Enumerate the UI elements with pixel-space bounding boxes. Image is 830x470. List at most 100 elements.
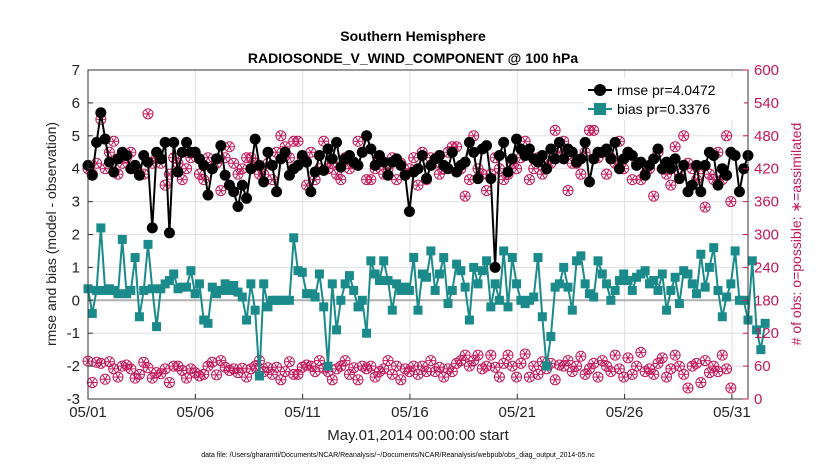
bias-point <box>499 246 509 256</box>
obs-count-lower-assimilated <box>499 359 509 368</box>
rmse-point <box>712 179 724 191</box>
rmse-point <box>626 150 638 162</box>
rmse-point <box>331 136 343 148</box>
asterisk-stroke <box>672 350 678 360</box>
rmse-point <box>566 146 578 158</box>
asterisk-stroke <box>179 366 185 375</box>
asterisk-stroke <box>239 364 245 373</box>
bias-point <box>254 371 264 381</box>
bias-point <box>392 279 402 289</box>
bias-point <box>92 285 102 295</box>
obs-count-lower-possible <box>181 372 193 384</box>
asterisk-stroke <box>612 159 618 168</box>
bias-point <box>722 292 732 302</box>
obs-count-lower-possible <box>185 363 197 375</box>
asterisk-stroke <box>368 361 374 371</box>
y-axis-label: rmse and bias (model - observation) <box>43 122 59 346</box>
asterisk-stroke <box>89 378 95 387</box>
rmse-point <box>489 261 501 273</box>
obs-count-lower-assimilated <box>709 361 719 371</box>
asterisk-stroke <box>638 348 644 357</box>
rmse-point <box>382 169 394 181</box>
obs-count-upper-assimilated <box>434 170 444 179</box>
rmse-point <box>579 136 591 148</box>
obs-count-lower-possible <box>682 382 694 394</box>
bias-point <box>666 285 676 295</box>
obs-count-lower-possible <box>133 368 145 380</box>
obs-count-lower-assimilated <box>422 367 432 376</box>
asterisk-stroke <box>231 159 237 168</box>
asterisk-stroke <box>552 126 558 135</box>
obs-count-upper-possible <box>648 190 660 202</box>
bias-series <box>83 223 770 381</box>
y-tick-label: -3 <box>67 391 80 408</box>
bias-point <box>224 285 234 295</box>
y-right-tick-label: 540 <box>754 95 779 112</box>
asterisk-stroke <box>406 367 413 376</box>
obs-count-lower-assimilated <box>160 364 170 373</box>
obs-count-lower-assimilated <box>623 353 633 363</box>
obs-count-lower-assimilated <box>679 370 689 379</box>
obs-count-lower-assimilated <box>370 372 380 382</box>
bias-point <box>490 279 500 289</box>
obs-count-lower-assimilated <box>490 363 500 372</box>
asterisk-stroke <box>501 175 507 184</box>
bias-point <box>610 285 620 295</box>
bias-point <box>246 279 256 289</box>
obs-count-upper-assimilated <box>520 137 530 146</box>
obs-count-lower-assimilated <box>284 357 294 366</box>
y-tick-label: -1 <box>67 325 80 342</box>
legend-bias-label: bias pr=0.3376 <box>617 101 710 117</box>
y-right-tick-label: 120 <box>754 325 779 342</box>
obs-count-lower-assimilated <box>666 364 676 373</box>
obs-count-lower-assimilated <box>426 356 436 365</box>
rmse-point <box>99 133 111 145</box>
rmse-point <box>271 186 283 198</box>
asterisk-stroke <box>561 361 567 371</box>
bias-point <box>126 285 136 295</box>
asterisk-stroke <box>449 367 455 376</box>
rmse-point <box>172 166 184 178</box>
asterisk-stroke <box>608 367 614 376</box>
obs-count-lower-possible <box>635 346 647 358</box>
obs-count-upper-assimilated <box>336 175 346 184</box>
rmse-point <box>305 186 317 198</box>
obs-count-upper-possible <box>365 174 377 186</box>
obs-count-lower-assimilated <box>409 361 419 371</box>
rmse-point <box>416 150 428 162</box>
obs-count-lower-possible <box>618 371 630 383</box>
obs-count-lower-assimilated <box>482 361 492 371</box>
obs-count-lower-assimilated <box>456 356 466 365</box>
obs-count-lower-assimilated <box>464 361 474 371</box>
asterisk-stroke <box>625 353 631 363</box>
rmse-point <box>322 143 334 155</box>
bias-point <box>366 256 376 266</box>
rmse-point <box>215 140 227 152</box>
rmse-point <box>669 153 681 165</box>
asterisk-stroke <box>603 170 610 179</box>
asterisk-stroke <box>145 363 151 372</box>
rmse-point <box>266 159 278 171</box>
asterisk-stroke <box>102 375 108 384</box>
obs-count-upper-assimilated <box>722 131 732 140</box>
rmse-point <box>583 176 595 188</box>
bias-point <box>456 266 466 276</box>
bias-point <box>473 279 483 289</box>
asterisk-stroke <box>145 109 151 119</box>
obs-count-lower-possible <box>172 360 184 372</box>
bias-point <box>653 285 663 295</box>
obs-count-upper-assimilated <box>182 164 192 173</box>
obs-count-upper-possible <box>549 124 561 136</box>
obs-count-lower-assimilated <box>726 383 736 393</box>
obs-count-lower-assimilated <box>413 370 423 379</box>
obs-count-lower-assimilated <box>276 375 286 384</box>
obs-count-upper-assimilated <box>233 170 243 179</box>
obs-count-lower-assimilated <box>392 361 402 371</box>
rmse-point <box>176 146 188 158</box>
asterisk-stroke <box>458 356 464 365</box>
chart-title: Southern Hemisphere <box>340 28 486 44</box>
asterisk-stroke <box>265 363 271 372</box>
bias-point <box>336 295 346 305</box>
obs-count-lower-possible <box>571 360 583 372</box>
obs-count-upper-assimilated <box>224 142 234 151</box>
